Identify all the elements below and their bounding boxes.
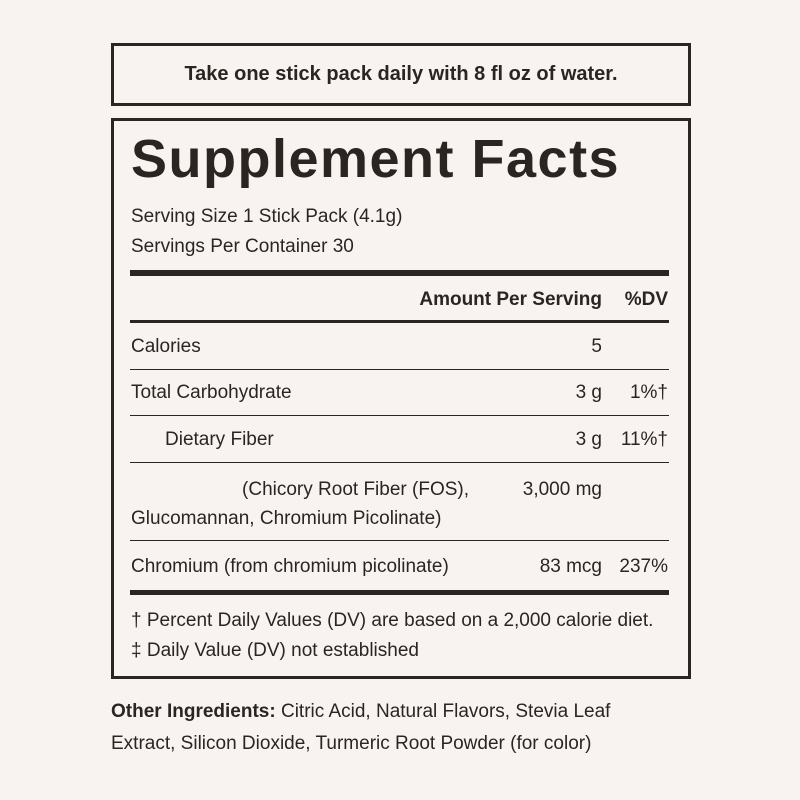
thick-rule bbox=[130, 590, 669, 595]
nutrient-amount: 3 g bbox=[575, 429, 602, 450]
footnote: ‡ Daily Value (DV) not established bbox=[131, 640, 419, 661]
facts-box bbox=[111, 118, 691, 679]
other-ingredients-label: Other Ingredients: bbox=[111, 701, 276, 722]
nutrient-name: Total Carbohydrate bbox=[131, 382, 292, 403]
row-rule bbox=[130, 369, 669, 370]
nutrient-name: Calories bbox=[131, 336, 201, 357]
facts-title: Supplement Facts bbox=[131, 129, 621, 189]
row-rule bbox=[130, 462, 669, 463]
directions-box bbox=[111, 43, 691, 106]
row-rule bbox=[130, 415, 669, 416]
header-amount: Amount Per Serving bbox=[419, 289, 602, 310]
nutrient-name: Dietary Fiber bbox=[165, 429, 274, 450]
nutrient-dv: 11%† bbox=[620, 429, 668, 450]
serving-size: Serving Size 1 Stick Pack (4.1g) bbox=[131, 206, 403, 227]
servings-per-container: Servings Per Container 30 bbox=[131, 236, 354, 257]
ingredient-line: (Chicory Root Fiber (FOS), bbox=[242, 479, 469, 500]
rule bbox=[130, 320, 669, 323]
nutrient-dv: 1%† bbox=[629, 382, 668, 403]
nutrient-amount: 5 bbox=[591, 336, 602, 357]
directions: Take one stick pack daily with 8 fl oz o… bbox=[184, 63, 618, 85]
header-dv: %DV bbox=[624, 289, 668, 310]
other-ingredients: Other Ingredients: Citric Acid, Natural … bbox=[111, 696, 671, 760]
nutrient-dv: 237% bbox=[619, 556, 668, 577]
nutrient-amount: 3,000 mg bbox=[522, 479, 602, 500]
footnote: † Percent Daily Values (DV) are based on… bbox=[131, 610, 654, 631]
nutrient-amount: 83 mcg bbox=[539, 556, 602, 577]
thick-rule bbox=[130, 270, 669, 276]
ingredient-line: Glucomannan, Chromium Picolinate) bbox=[131, 508, 442, 529]
row-rule bbox=[130, 540, 669, 541]
nutrient-name: Chromium (from chromium picolinate) bbox=[131, 556, 449, 577]
other-ingredients-text: Citric Acid, Natural Flavors, Stevia Lea… bbox=[111, 701, 611, 754]
nutrient-amount: 3 g bbox=[575, 382, 602, 403]
